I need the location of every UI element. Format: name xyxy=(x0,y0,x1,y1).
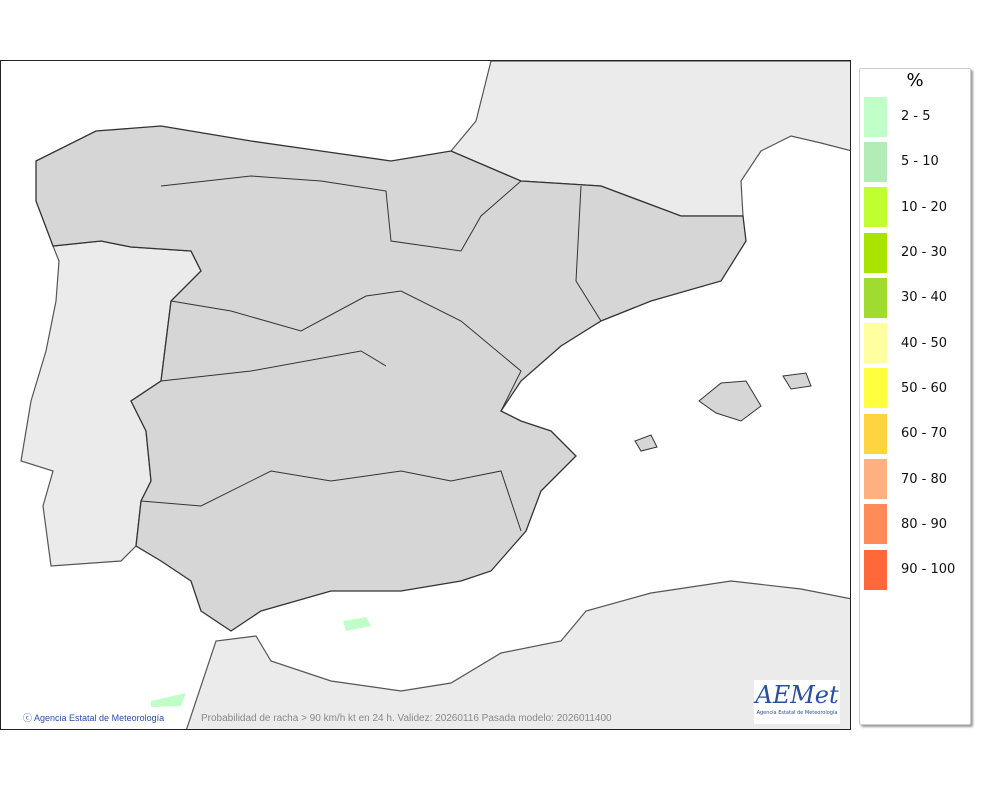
region-borders xyxy=(140,175,602,532)
credit-text: Agencia Estatal de Meteorología xyxy=(34,713,165,723)
legend-swatch xyxy=(864,413,887,454)
legend-label: 70 - 80 xyxy=(901,471,948,487)
map-svg xyxy=(20,61,850,729)
legend-swatch xyxy=(864,141,887,182)
aemet-logo: AEMet Agencia Estatal de Meteorología xyxy=(754,680,840,724)
legend-label: 10 - 20 xyxy=(901,199,948,215)
logo-subtitle: Agencia Estatal de Meteorología xyxy=(756,710,838,716)
legend-swatch xyxy=(864,323,887,364)
legend-swatch xyxy=(864,549,887,590)
copyright-icon: ⓒ xyxy=(23,713,35,723)
legend-swatch xyxy=(864,459,887,500)
map-caption: Probabilidad de racha > 90 km/h kt en 24… xyxy=(201,713,612,724)
mallorca xyxy=(698,380,762,422)
legend-swatch xyxy=(864,368,887,409)
legend-item: 20 - 30 xyxy=(860,230,970,275)
legend-label: 90 - 100 xyxy=(901,562,956,578)
legend-items: 2 - 5 5 - 10 10 - 20 20 - 30 30 - 40 40 - 50 5… xyxy=(860,94,970,592)
legend-item: 60 - 70 xyxy=(860,411,970,456)
legend-item: 80 - 90 xyxy=(860,502,970,547)
menorca xyxy=(782,372,812,390)
legend: % 2 - 5 5 - 10 10 - 20 20 - 30 30 - 40 40 - 5… xyxy=(859,68,971,725)
ibiza xyxy=(634,434,658,452)
legend-label: 40 - 50 xyxy=(901,335,948,351)
spain-land xyxy=(35,125,747,632)
legend-item: 5 - 10 xyxy=(860,139,970,184)
legend-item: 30 - 40 xyxy=(860,275,970,320)
legend-item: 90 - 100 xyxy=(860,547,970,592)
legend-swatch xyxy=(864,277,887,318)
logo-word: AEMet xyxy=(755,681,839,709)
legend-swatch xyxy=(864,187,887,228)
africa-land xyxy=(186,580,850,729)
legend-label: 80 - 90 xyxy=(901,516,948,532)
legend-label: 20 - 30 xyxy=(901,245,948,261)
legend-label: 30 - 40 xyxy=(901,290,948,306)
legend-item: 10 - 20 xyxy=(860,185,970,230)
legend-title: % xyxy=(906,70,924,91)
legend-swatch xyxy=(864,96,887,137)
legend-swatch xyxy=(864,504,887,545)
alboran-anomaly xyxy=(151,617,371,707)
legend-label: 60 - 70 xyxy=(901,426,948,442)
legend-label: 50 - 60 xyxy=(901,380,948,396)
map-panel[interactable]: ⓒ Agencia Estatal de Meteorología Probab… xyxy=(0,60,851,730)
legend-item: 2 - 5 xyxy=(860,94,970,139)
legend-label: 5 - 10 xyxy=(901,154,939,170)
legend-item: 70 - 80 xyxy=(860,456,970,501)
legend-item: 40 - 50 xyxy=(860,320,970,365)
legend-item: 50 - 60 xyxy=(860,366,970,411)
legend-swatch xyxy=(864,232,887,273)
legend-label: 2 - 5 xyxy=(901,109,931,125)
copyright-credit[interactable]: ⓒ Agencia Estatal de Meteorología xyxy=(23,711,164,724)
